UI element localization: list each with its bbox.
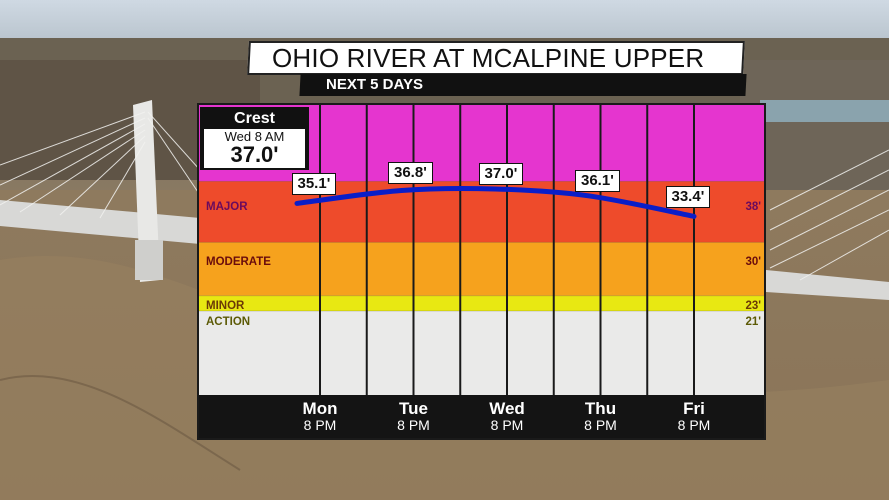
time-label-thu: 8 PM [584, 417, 617, 433]
crest-box: Crest Wed 8 AM 37.0' [200, 107, 309, 170]
stage-label-minor: MINOR [206, 300, 245, 312]
stage-label-major: MAJOR [206, 201, 248, 213]
value-label-wed: 37.0' [478, 162, 524, 185]
day-label-fri: Fri [683, 399, 705, 418]
crest-time: Wed 8 AM [224, 129, 285, 144]
value-label-fri: 33.4' [665, 186, 711, 209]
stage-label-moderate: MODERATE [206, 256, 271, 268]
day-label-thu: Thu [584, 399, 617, 418]
stage-value-moderate: 30' [745, 256, 761, 268]
time-label-fri: 8 PM [677, 417, 711, 433]
value-label-thu: 36.1' [575, 169, 620, 192]
time-label-mon: 8 PM [303, 417, 337, 433]
data-point-wed [494, 188, 496, 190]
stage-value-minor: 23' [745, 300, 761, 312]
chart-subtitle: NEXT 5 DAYS [326, 76, 423, 93]
stage-label-action: ACTION [206, 316, 251, 328]
day-label-tue: Tue [399, 399, 428, 418]
crest-info: Wed 8 AM 37.0' [204, 129, 305, 168]
data-point-mon [296, 202, 298, 204]
value-label-mon: 35.1' [291, 173, 337, 196]
stage-value-action: 21' [745, 316, 761, 328]
data-point-thu [588, 195, 589, 197]
day-label-wed: Wed [489, 399, 525, 418]
chart-title: OHIO RIVER AT MCALPINE UPPER [272, 43, 705, 73]
band-normal [199, 311, 764, 395]
day-label-mon: Mon [302, 399, 338, 418]
data-point-fri [693, 215, 695, 217]
data-point-tue [401, 189, 402, 191]
time-label-tue: 8 PM [397, 417, 430, 433]
band-action [199, 295, 764, 312]
band-minor [199, 242, 764, 296]
x-axis-footer [199, 395, 764, 438]
crest-value: 37.0' [230, 142, 279, 167]
value-label-tue: 36.8' [388, 162, 433, 185]
crest-label: Crest [234, 110, 275, 127]
stage-value-major: 38' [745, 201, 761, 213]
time-label-wed: 8 PM [490, 417, 524, 433]
